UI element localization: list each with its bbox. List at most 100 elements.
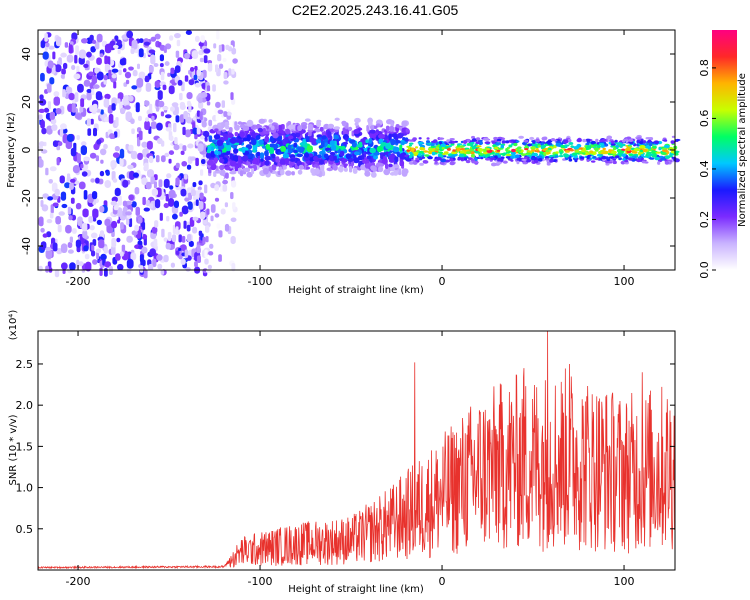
spectrogram-cell [406,145,410,148]
spectrogram-cell [81,171,88,177]
spectrogram-cell [373,151,380,156]
spectrogram-cell [158,179,163,188]
spectrogram-cell [537,158,543,162]
spectrogram-cell [156,254,163,261]
spectrogram-cell [505,140,510,144]
spectrogram-cell [297,147,305,153]
spectrogram-cell [645,153,650,157]
colorbar-tick-label: 0.8 [698,59,711,77]
spectrogram-cell [654,156,660,161]
spectrogram-cell [589,150,594,154]
spectrogram-cell [395,124,400,128]
spectrogram-cell [163,178,170,189]
spectrogram-cell [119,58,126,66]
spectrogram-cell [370,125,375,130]
spectrogram-cell [153,238,158,248]
spectrogram-cell [253,145,258,151]
spectrogram-cell [554,155,559,158]
spectrogram-cell [137,63,140,70]
colorbar-ticks: 0.0 0.2 0.4 0.6 0.8 [698,59,716,279]
spectrogram-cell [516,160,520,165]
spectrogram-cell [568,142,574,145]
spectrogram-cell [40,241,47,251]
spectrogram-cell [660,157,666,161]
spectrogram-cell [606,135,613,140]
spectrogram-cell [413,151,418,155]
spectrogram-cell [222,57,227,62]
spectrogram-cell [597,154,601,157]
spectrogram-cell [40,120,45,129]
spectrogram-cell [639,145,646,149]
spectrogram-cell [219,165,225,171]
spectrogram-cell [46,219,53,224]
spectrogram-cell [496,138,502,142]
x-tick-label: 0 [439,275,446,288]
spectrogram-cell [187,100,191,107]
snr-y-ticks: 0.5 1.0 1.5 2.0 2.5 [16,358,675,536]
spectrogram-cell [153,63,159,67]
spectrogram-cell [337,166,344,173]
spectrogram-cell [180,150,185,155]
spectrogram-cell [549,154,554,158]
spectrogram-cell [258,118,266,124]
spectrogram-cell [132,69,138,77]
spectrogram-cell [449,138,455,141]
spectrogram-cell [605,138,609,143]
spectrogram-cell [234,124,240,131]
spectrogram-cell [88,71,94,77]
spectrogram-cell [313,125,317,128]
spectrogram-cell [131,230,138,236]
spectrogram-cell [198,101,204,109]
spectrogram-cell [417,141,424,144]
spectrogram-cell [127,164,134,170]
spectrogram-cell [457,157,461,161]
spectrogram-cell [217,109,224,115]
spectrogram-cell [143,207,150,212]
spectrogram-cell [265,144,270,150]
spectrogram-cell [426,137,430,140]
spectrogram-cell [200,169,204,176]
spectrogram-cell [134,224,139,232]
spectrogram-cell [45,249,53,260]
spectrogram-cell [418,137,422,140]
spectrogram-cell [49,111,56,120]
spectrogram-cell [86,91,92,101]
y-tick-label: 1.5 [16,440,34,453]
spectrogram-cell [202,236,206,245]
spectrogram-cell [544,156,549,159]
spectrogram-cell [510,151,516,155]
spectrogram-cell [216,30,220,40]
spectrogram-cell [98,239,105,249]
spectrogram-cell [287,144,292,152]
spectrogram-cell [621,153,627,157]
spectrogram-cell [192,127,198,135]
spectrogram-cell [218,230,223,238]
spectrogram-cell [181,235,186,243]
spectrogram-cell [408,139,414,142]
spectrogram-cell [616,142,623,145]
spectrogram-cell [474,151,481,154]
spectrogram-cell [246,171,253,178]
spectrogram-cell [240,170,244,177]
spectrogram-cell [104,63,110,73]
snr-line [37,330,676,570]
spectrogram-cell [78,261,84,267]
spectrogram-cell [144,100,150,107]
spectrogram-cell [45,42,50,48]
spectrogram-cell [497,154,501,159]
spectrogram-cell [163,254,169,263]
spectrogram-cell [546,162,551,166]
spectrogram-cell [153,181,157,189]
spectrogram-cell [388,163,393,168]
spectrogram-cell [164,61,170,66]
spectrogram-cell [96,71,104,81]
spectrogram-cell [620,148,626,152]
spectrogram-cell [497,142,501,145]
spectrogram-cell [610,143,616,146]
chart-title: C2E2.2025.243.16.41.G05 [291,2,459,18]
spectrogram-cell [670,140,675,144]
spectrogram-cell [536,150,540,153]
spectrogram-cell [104,268,108,277]
spectrogram-cell [232,155,239,162]
spectrogram-cell [565,144,570,147]
